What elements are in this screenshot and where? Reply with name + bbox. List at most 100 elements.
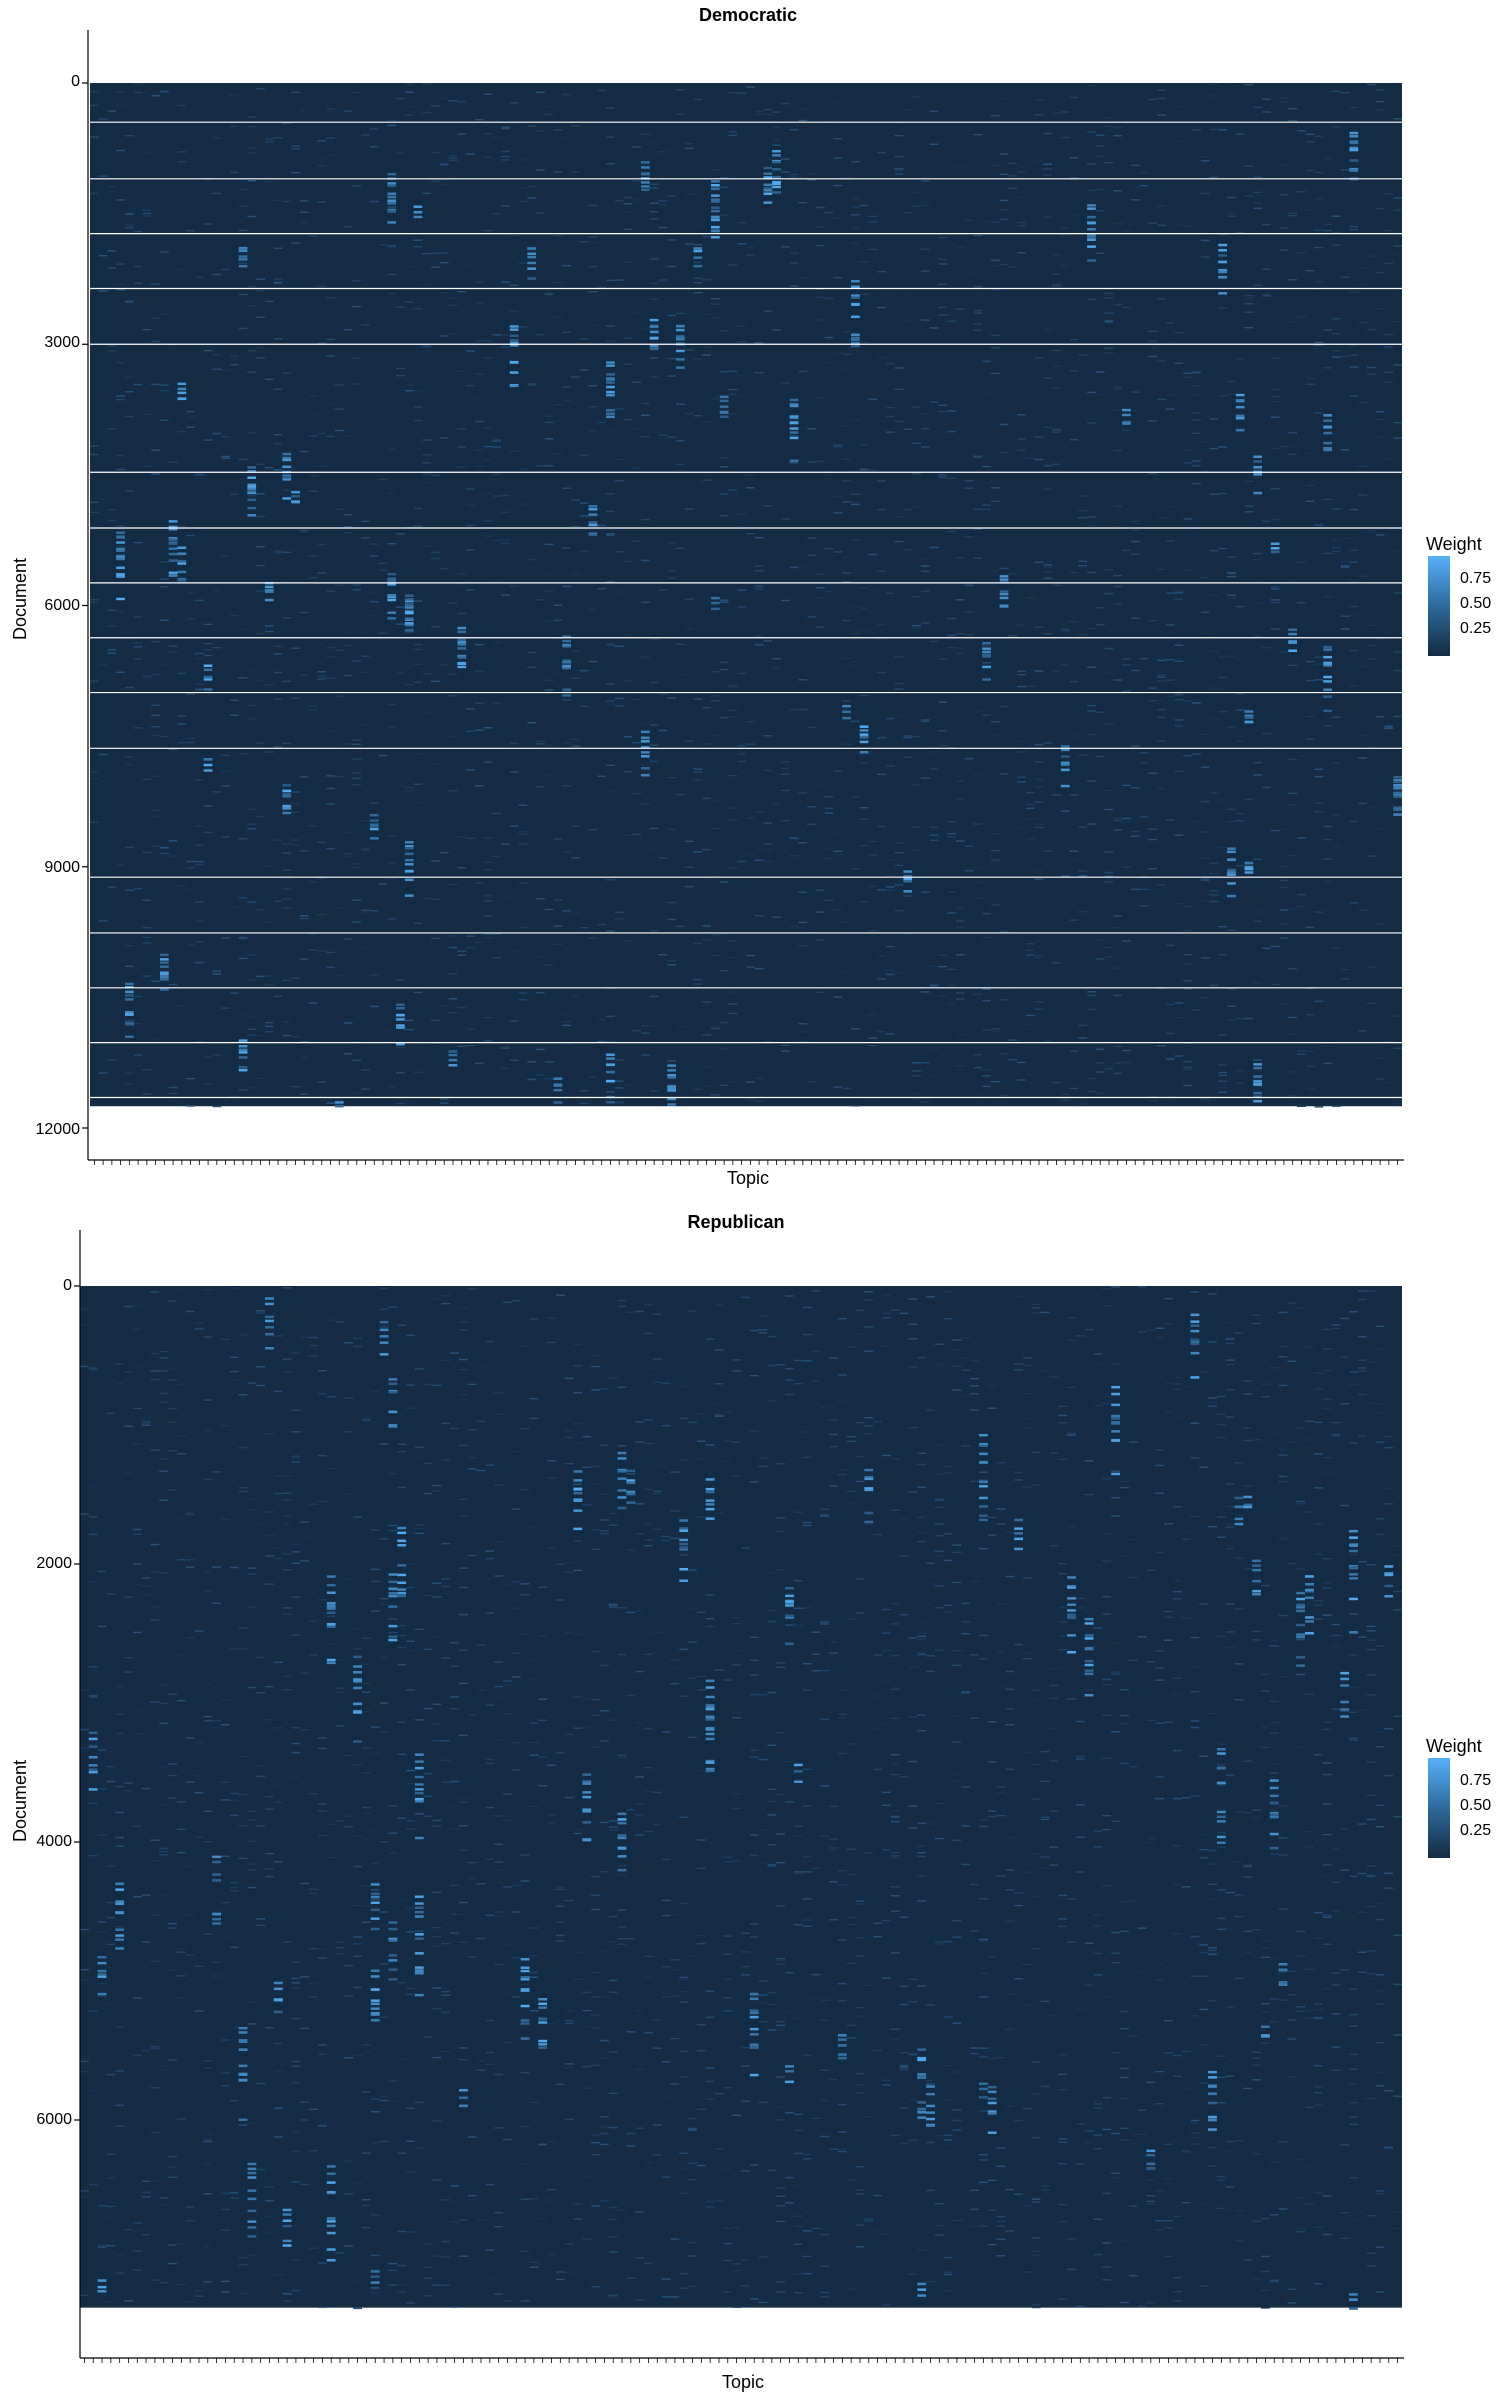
heatmap-cell: [150, 1370, 160, 1372]
heatmap-cell: [1023, 1751, 1032, 1754]
heatmap-cell: [789, 128, 799, 131]
heatmap-cell: [361, 134, 370, 136]
heatmap-cell: [273, 434, 283, 436]
heatmap-cell: [973, 1066, 983, 1069]
heatmap-cell: [221, 785, 230, 787]
heatmap-cell: [203, 463, 213, 465]
heatmap-cell: [824, 857, 834, 860]
heatmap-cell: [763, 640, 773, 642]
heatmap-cell: [177, 1005, 187, 1007]
heatmap-cell: [1225, 1548, 1235, 1550]
heatmap-cell: [1332, 90, 1341, 93]
heatmap-cell: [1340, 276, 1350, 278]
heatmap-cell: [448, 695, 458, 697]
heatmap-cell: [688, 1677, 697, 1679]
heatmap-cell: [1393, 550, 1402, 552]
heatmap-cell: [890, 1688, 900, 1690]
heatmap-cell: [688, 2117, 697, 2120]
heatmap-cell: [894, 682, 904, 685]
heatmap-cell: [1043, 1040, 1053, 1042]
heatmap-cell: [829, 1433, 838, 1436]
heatmap-cell: [404, 683, 414, 686]
heatmap-cell: [920, 622, 930, 624]
heatmap-cell: [1227, 726, 1236, 728]
heatmap-cell: [1005, 1993, 1015, 1995]
heatmap-cell: [837, 1999, 847, 2002]
heatmap-cell: [406, 1334, 415, 1336]
heatmap-cell: [151, 980, 160, 982]
heatmap-cell: [1069, 339, 1079, 341]
heatmap-cell: [597, 588, 606, 590]
heatmap-cell: [1349, 1442, 1358, 1444]
heatmap-cell: [1332, 232, 1341, 234]
heatmap-cell: [494, 2293, 503, 2295]
heatmap-cell: [369, 555, 379, 557]
heatmap-cell: [824, 899, 834, 902]
heatmap-cell: [1120, 2139, 1129, 2141]
heatmap-cell: [1216, 2055, 1226, 2057]
heatmap-cell: [150, 2131, 160, 2134]
heatmap-cell: [256, 742, 265, 744]
heatmap-cell: [326, 776, 335, 778]
heatmap-cell: [1172, 2276, 1182, 2279]
heatmap-cell: [185, 1781, 195, 1783]
heatmap-cell: [344, 2193, 354, 2195]
heatmap-cell: [1225, 1927, 1235, 1930]
heatmap-cell: [929, 826, 939, 828]
heatmap-cell: [1296, 1930, 1305, 1933]
heatmap-cell: [859, 261, 869, 263]
heatmap-cell: [432, 1484, 442, 1487]
heatmap-cell: [679, 2272, 689, 2275]
heatmap-cell: [1261, 2289, 1270, 2292]
heatmap-cell: [943, 1533, 953, 1535]
heatmap-cell: [474, 373, 484, 375]
heatmap-cell: [406, 1640, 415, 1642]
heatmap-cell: [873, 1654, 882, 1656]
heatmap-cell: [693, 698, 703, 700]
heatmap-cell: [159, 2069, 169, 2071]
heatmap-cell: [719, 399, 729, 403]
heatmap-cell: [1087, 991, 1096, 993]
heatmap-cell: [238, 2256, 248, 2259]
heatmap-cell: [1172, 1598, 1182, 1600]
heatmap-cell: [1323, 688, 1332, 691]
heatmap-cell: [903, 109, 913, 111]
heatmap-cell: [544, 689, 554, 691]
heatmap-cell: [362, 2051, 371, 2054]
heatmap-cell: [194, 2290, 204, 2292]
heatmap-cell: [999, 705, 1009, 708]
heatmap-cell: [457, 641, 467, 644]
heatmap-cell: [553, 1084, 563, 1087]
heatmap-cell: [1060, 664, 1070, 666]
heatmap-cell: [693, 851, 703, 853]
heatmap-cell: [864, 1326, 874, 1328]
heatmap-cell: [353, 2054, 362, 2056]
heatmap-cell: [1296, 1502, 1305, 1505]
heatmap-cell: [273, 698, 283, 700]
heatmap-cell: [107, 652, 117, 654]
heatmap-cell: [1253, 623, 1262, 625]
heatmap-cell: [696, 1770, 706, 1772]
heatmap-cell: [547, 1460, 556, 1462]
heatmap-cell: [291, 242, 300, 244]
heatmap-cell: [1183, 569, 1192, 572]
heatmap-cell: [1102, 1684, 1112, 1686]
heatmap-cell: [221, 455, 230, 458]
heatmap-cell: [282, 372, 292, 374]
heatmap-cell: [964, 758, 974, 760]
heatmap-cell: [492, 439, 501, 441]
heatmap-cell: [1349, 1739, 1358, 1741]
heatmap-cell: [1075, 2305, 1085, 2307]
heatmap-cell: [591, 2064, 600, 2066]
heatmap-cell: [1244, 865, 1254, 869]
heatmap-cell: [291, 697, 300, 700]
heatmap-cell: [1043, 564, 1053, 566]
heatmap-cell: [1122, 1049, 1131, 1052]
heatmap-cell: [1244, 294, 1254, 297]
heatmap-cell: [1357, 1971, 1367, 1973]
heatmap-cell: [1157, 568, 1166, 571]
heatmap-cell: [529, 2198, 539, 2200]
heatmap-cell: [326, 966, 335, 968]
heatmap-cell: [684, 885, 694, 888]
heatmap-cell: [564, 2019, 574, 2022]
